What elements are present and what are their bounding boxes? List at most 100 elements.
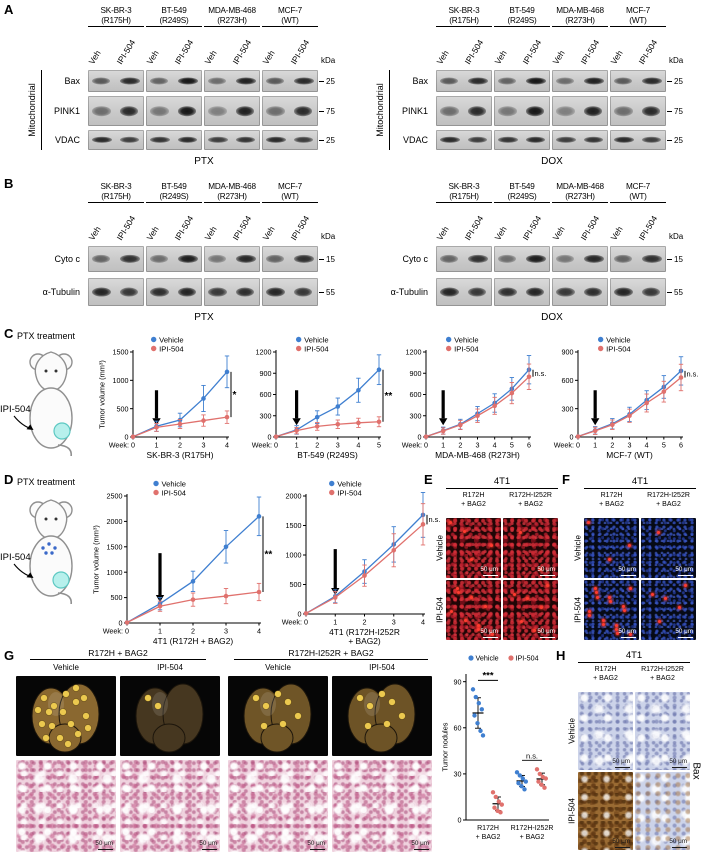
svg-text:IPI-504: IPI-504 xyxy=(516,654,539,663)
protein-band xyxy=(498,254,516,264)
protein-band xyxy=(266,287,285,297)
kda-tick xyxy=(319,110,324,112)
blot-target-label: Cyto c xyxy=(54,254,80,264)
fluorescence-signal-dot xyxy=(449,521,453,524)
fluorescence-signal-dot xyxy=(526,597,530,601)
significance-marker: ** xyxy=(382,369,392,422)
lane-label: IPI-504 xyxy=(288,213,312,242)
blot-image xyxy=(262,278,318,306)
kda-marker: 55 xyxy=(667,287,683,297)
svg-text:Week:: Week: xyxy=(402,441,422,450)
series-ipi-504 xyxy=(303,503,426,616)
fluorescence-signal-dot xyxy=(463,619,467,622)
protein-band xyxy=(556,136,576,144)
protein-band xyxy=(150,106,169,116)
protein-band xyxy=(498,287,517,297)
fluorescence-signal-dot xyxy=(615,628,619,631)
blot-target-label: VDAC xyxy=(402,135,428,145)
cell-line-name: SK-BR-3 xyxy=(100,182,132,191)
blot-image xyxy=(610,130,666,150)
lane-label: Veh xyxy=(492,224,509,242)
scale-label: 50 μm xyxy=(675,565,693,573)
svg-text:1: 1 xyxy=(441,441,445,450)
svg-text:BT-549 (R249S): BT-549 (R249S) xyxy=(297,450,358,460)
tumor-nodule xyxy=(274,690,282,698)
svg-text:4: 4 xyxy=(421,618,425,627)
svg-text:Vehicle: Vehicle xyxy=(304,335,329,344)
svg-text:0: 0 xyxy=(424,441,428,450)
fluorescence-signal-dot xyxy=(512,592,516,596)
protein-band xyxy=(440,136,460,144)
svg-text:1200: 1200 xyxy=(256,348,272,357)
protein-band xyxy=(236,136,255,144)
series-ipi-504 xyxy=(130,410,230,440)
panel-label-a: A xyxy=(4,2,14,17)
protein-band xyxy=(468,136,487,144)
lane-label: Veh xyxy=(550,48,567,66)
blot-image xyxy=(88,246,144,272)
kda-value: 15 xyxy=(674,254,683,264)
condition-column-label: IPI-504 xyxy=(369,663,395,672)
blot-image xyxy=(552,130,608,150)
svg-text:0: 0 xyxy=(274,441,278,450)
axes: 0 300 600 900 0 1 2 3 4 5 6 Week: xyxy=(554,348,683,450)
gross-lung-photo xyxy=(16,676,116,756)
protein-band xyxy=(584,136,603,144)
micrograph-image: 50 μm xyxy=(503,580,558,640)
blot-image xyxy=(146,70,202,92)
blot-target-label: Bax xyxy=(412,76,428,86)
tumor-nodule xyxy=(72,684,80,692)
mouse-tail xyxy=(57,444,73,456)
mouse-eye xyxy=(44,517,48,521)
cell-line-mutation: (R273H) xyxy=(217,15,247,25)
svg-text:3: 3 xyxy=(224,627,228,636)
protein-band xyxy=(556,254,574,264)
kda-value: 55 xyxy=(326,287,335,297)
model-header: 4T1 xyxy=(578,650,690,663)
kda-header: kDa xyxy=(321,56,336,65)
treatment-start-arrow xyxy=(292,390,301,426)
mouse-eye xyxy=(44,369,48,373)
genotype-label-line: R172H-I252R xyxy=(509,492,552,499)
svg-text:SK-BR-3 (R175H): SK-BR-3 (R175H) xyxy=(146,450,213,460)
treatment-start-arrow xyxy=(438,390,448,426)
svg-text:600: 600 xyxy=(562,376,574,385)
lane-label: Veh xyxy=(608,48,625,66)
svg-text:n.s.: n.s. xyxy=(687,370,699,379)
svg-text:1: 1 xyxy=(158,627,162,636)
kda-marker: 75 xyxy=(319,106,335,116)
axes: 0 500 1000 1500 2000 2500 0 1 2 3 4 Week: Tumor volu… xyxy=(92,492,261,636)
fluorescence-signal-dot xyxy=(533,629,537,633)
cell-line-name: MDA-MB-468 xyxy=(208,6,256,15)
tumor-nodules-scatter: 0 30 60 90 Tumor nodules Vehicle IPI-504 *** R17… xyxy=(441,654,554,841)
cell-line-header: SK-BR-3 (R175H) xyxy=(436,6,492,28)
tumor-nodule xyxy=(45,708,53,716)
tumor-growth-chart-mdamb468: 0 300 600 900 1200 0 1 2 3 4 5 6 Week: VehicleIPI-504… xyxy=(402,335,547,460)
scale-label: 50 μm xyxy=(199,839,217,847)
lung-photo-illustration xyxy=(31,683,100,753)
scale-label: 50 μm xyxy=(618,627,636,635)
lane-label: IPI-504 xyxy=(520,213,544,242)
svg-text:2000: 2000 xyxy=(107,517,123,526)
blot-image xyxy=(146,278,202,306)
protein-band xyxy=(584,254,604,264)
svg-text:5: 5 xyxy=(662,441,666,450)
tumor-nodule xyxy=(80,694,88,702)
protein-band xyxy=(440,106,459,116)
kda-marker: 75 xyxy=(667,106,683,116)
cell-line-mutation: (R249S) xyxy=(159,15,189,25)
blot-target-label: α-Tubulin xyxy=(390,287,428,297)
fluorescence-signal-dot xyxy=(483,605,487,609)
scale-bar: 50 μm xyxy=(618,566,636,576)
tumor-nodule xyxy=(72,698,80,706)
svg-text:4: 4 xyxy=(257,627,261,636)
svg-text:5: 5 xyxy=(510,441,514,450)
scale-bar: 50 μm xyxy=(669,838,687,848)
svg-text:Tumor volume (mm³): Tumor volume (mm³) xyxy=(98,360,107,429)
chart-title: MDA-MB-468 (R273H) xyxy=(435,450,520,460)
svg-text:MCF-7 (WT): MCF-7 (WT) xyxy=(606,450,653,460)
significance-marker: n.s. R172H-I252R + BAG2 xyxy=(511,751,554,841)
lane-label: Veh xyxy=(86,224,103,242)
svg-text:2: 2 xyxy=(178,441,182,450)
tumor-growth-chart-4t1-r172h: 0 500 1000 1500 2000 2500 0 1 2 3 4 Week: Tumor volu… xyxy=(92,479,273,646)
